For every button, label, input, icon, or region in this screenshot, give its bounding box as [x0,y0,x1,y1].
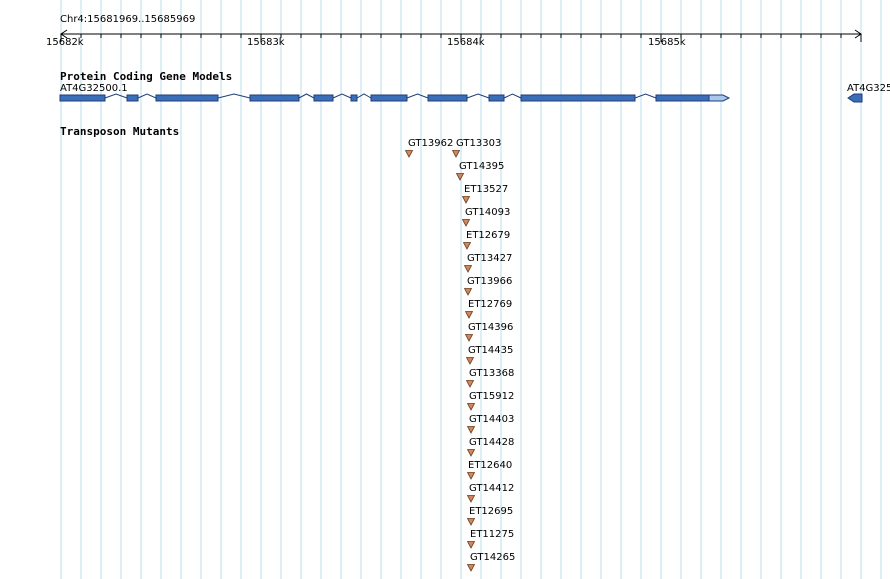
insertion-label[interactable]: GT13966 [467,276,513,287]
intron [356,93,372,99]
ruler-ticks [60,34,862,42]
insertion-triangle [467,426,476,434]
insertion-marker-icon[interactable] [467,518,476,526]
insertion-triangle [467,449,476,457]
insertion-label[interactable]: ET12695 [469,506,514,517]
insertion-label[interactable]: GT13962 [408,138,454,149]
exon [488,94,505,102]
intron [406,93,429,99]
insertion-triangle [463,242,472,250]
insertion-label[interactable]: GT14403 [469,414,515,425]
ruler-tick-label-2: 15683k [247,37,285,48]
insertion-marker-icon[interactable] [467,541,476,549]
insertion-marker-icon[interactable] [465,334,474,342]
gene-track-title: Protein Coding Gene Models [60,70,233,83]
insertion-marker-icon[interactable] [467,472,476,480]
insertion-marker-icon[interactable] [467,403,476,411]
insertion-triangle [466,357,475,365]
insertion-marker-icon[interactable] [405,150,414,158]
exon [59,94,106,102]
insertion-label[interactable]: GT13303 [456,138,502,149]
insertion-label[interactable]: GT13427 [467,253,513,264]
exon [249,94,300,102]
insertion-label[interactable]: GT14265 [470,552,516,563]
insertion-marker-icon[interactable] [467,495,476,503]
coordinate-ruler[interactable] [0,26,890,48]
exon [313,94,334,102]
insertion-label[interactable]: GT13368 [469,368,515,379]
gene-model-at4g32500[interactable] [0,90,890,106]
exon [350,94,358,102]
exon [126,94,139,102]
intron [466,93,490,99]
insertion-marker-icon[interactable] [466,357,475,365]
insertion-label[interactable]: GT14428 [469,437,515,448]
intron [298,93,315,99]
insertion-triangle [462,219,471,227]
next-gene-arrow-icon [847,93,863,103]
ruler-tick-label-3: 15684k [447,37,485,48]
insertion-marker-icon[interactable] [467,564,476,572]
ruler-tick-label-4: 15685k [648,37,686,48]
ruler-tick-label-1: 15682k [46,37,84,48]
gene-label[interactable]: AT4G32500.1 [60,83,128,94]
insertion-marker-icon[interactable] [466,380,475,388]
locus-label: Chr4:15681969..15685969 [60,14,196,25]
insertion-triangle [467,495,476,503]
insertion-marker-icon[interactable] [467,449,476,457]
intron [217,93,251,99]
insertion-triangle [467,518,476,526]
insertion-marker-icon[interactable] [467,426,476,434]
exon [370,94,408,102]
exon [427,94,468,102]
insertion-triangle [462,196,471,204]
insertion-triangle [467,472,476,480]
insertion-marker-icon[interactable] [462,219,471,227]
insertion-label[interactable]: ET12640 [468,460,513,471]
insertion-label[interactable]: GT14396 [468,322,514,333]
insertion-triangle [452,150,461,158]
insertion-triangle [405,150,414,158]
insertion-label[interactable]: ET13527 [464,184,509,195]
insertion-label[interactable]: GT15912 [469,391,515,402]
next-gene-label[interactable]: AT4G3251 [847,83,890,94]
intron [634,93,657,99]
insertion-label[interactable]: GT14435 [468,345,514,356]
insertion-label[interactable]: ET11275 [470,529,515,540]
insertion-label[interactable]: GT14412 [469,483,515,494]
insertion-triangle [465,334,474,342]
intron [137,93,157,99]
insertion-triangle [467,564,476,572]
insertion-label[interactable]: GT14093 [465,207,511,218]
exon [520,94,636,102]
transposon-track-title: Transposon Mutants [60,125,180,138]
insertion-triangle [467,541,476,549]
intron [104,93,128,99]
insertion-triangle [466,380,475,388]
insertion-marker-icon[interactable] [462,196,471,204]
insertion-marker-icon[interactable] [464,265,473,273]
utr-3prime-arrow-icon [708,94,731,102]
exon [655,94,710,102]
insertion-marker-icon[interactable] [463,242,472,250]
exon [155,94,219,102]
insertion-marker-icon[interactable] [452,150,461,158]
insertion-triangle [456,173,465,181]
insertion-triangle [464,265,473,273]
insertion-triangle [467,403,476,411]
next-gene-model[interactable] [840,90,890,106]
intron [503,93,522,99]
insertion-label[interactable]: GT14395 [459,161,505,172]
insertion-marker-icon[interactable] [465,311,474,319]
insertion-marker-icon[interactable] [456,173,465,181]
insertion-triangle [465,311,474,319]
insertion-triangle [464,288,473,296]
insertion-marker-icon[interactable] [464,288,473,296]
insertion-label[interactable]: ET12769 [468,299,513,310]
insertion-label[interactable]: ET12679 [466,230,511,241]
intron [332,93,352,99]
